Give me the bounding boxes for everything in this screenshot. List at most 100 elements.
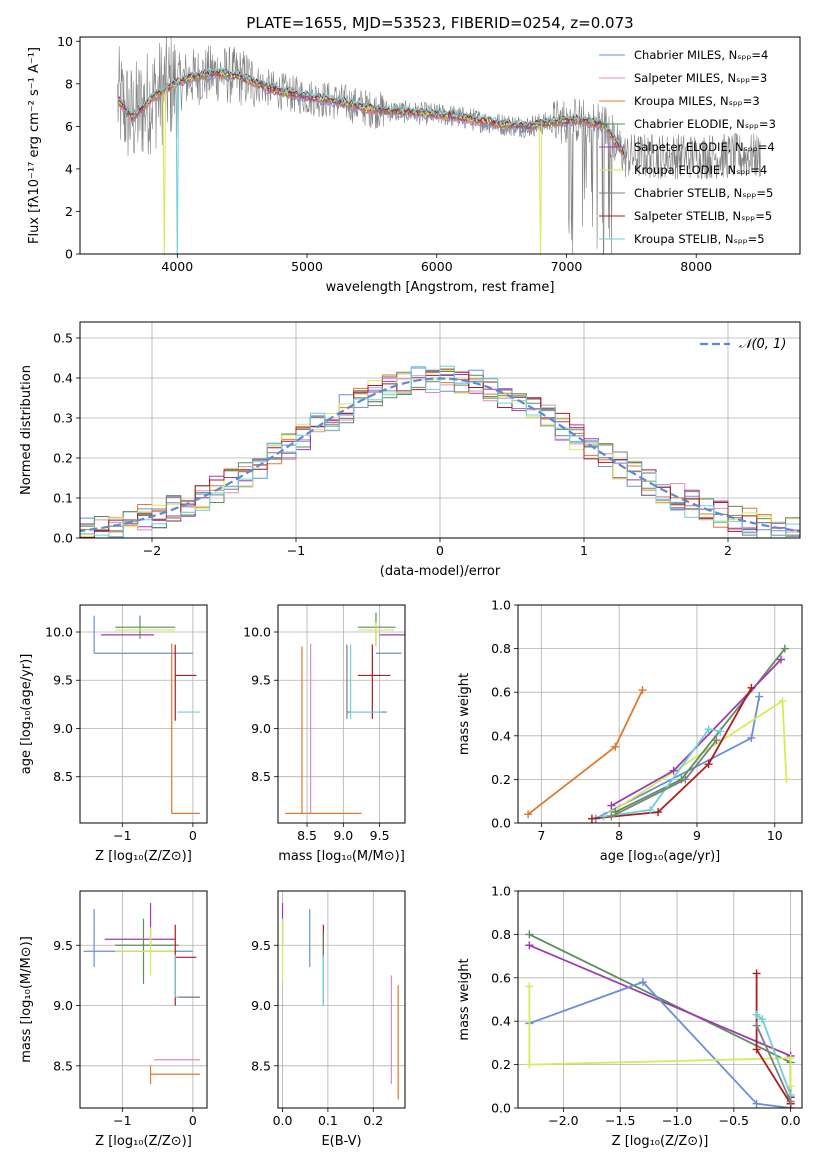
marker-gray — [752, 1021, 761, 1030]
x-tick-label: 7000 — [551, 259, 583, 274]
marker-orange — [638, 686, 647, 695]
y-tick-label: 9.5 — [53, 673, 73, 688]
y-tick-label: 0.2 — [491, 1057, 511, 1072]
x-tick-label: 5000 — [291, 259, 323, 274]
series-line-purple — [610, 658, 782, 807]
x-tick-label: −2.0 — [548, 1113, 578, 1128]
marker-gray — [712, 736, 721, 745]
errorbar-point-gray — [346, 644, 387, 719]
axes-frame — [277, 890, 406, 1109]
x-tick-label: 8 — [615, 828, 623, 843]
y-tick-label: 8.5 — [251, 1058, 271, 1073]
y-axis-label: mass [log₁₀(M/M⊙)] — [19, 936, 34, 1063]
x-tick-label: 0 — [436, 543, 444, 558]
errorbar-point-blue — [93, 615, 193, 654]
y-tick-label: 0.4 — [491, 728, 511, 743]
marker-orange — [524, 810, 533, 819]
marker-blue — [638, 978, 647, 987]
marker-yellow — [782, 775, 791, 784]
y-tick-label: 0.2 — [53, 451, 73, 466]
series-line-cyan — [603, 728, 721, 818]
y-tick-label: 9.5 — [251, 673, 271, 688]
series-line-green — [529, 933, 792, 1098]
x-tick-label: −1 — [113, 1113, 131, 1128]
axes-frame — [79, 36, 801, 255]
legend-label: Chabrier STELIB, Nₛₚₚ=5 — [634, 186, 773, 200]
marker-red — [587, 814, 596, 823]
marker-cyan — [646, 805, 655, 814]
marker-purple — [776, 655, 785, 664]
marker-red — [704, 760, 713, 769]
errorbar-point-green — [115, 615, 176, 639]
series-line-red — [591, 687, 753, 820]
axes-residuals: −2 −1 0 1 2 0.0 0.1 0.2 0.3 0.4 0.5 (data-model)/er… — [19, 321, 801, 579]
y-tick-label: 0.8 — [491, 641, 511, 656]
marker-yellow — [525, 982, 534, 991]
y-tick-label: 6 — [65, 119, 73, 134]
y-tick-label: 9.0 — [251, 998, 271, 1013]
x-tick-label: 6000 — [421, 259, 453, 274]
errorbar-point-red — [357, 644, 391, 719]
marker-cyan — [704, 725, 713, 734]
axes-frame — [79, 321, 801, 539]
x-tick-label: 7 — [537, 828, 545, 843]
y-tick-label: 10 — [57, 34, 73, 49]
x-tick-label: 8000 — [680, 259, 712, 274]
series-line-green — [614, 648, 786, 813]
x-axis-label: E(B-V) — [321, 1134, 361, 1149]
errorbar-point-blue — [83, 909, 193, 967]
x-axis-label: Z [log₁₀(Z/Z⊙)] — [95, 1134, 192, 1149]
y-tick-label: 8.5 — [53, 1058, 73, 1073]
x-tick-label: −2 — [143, 543, 161, 558]
x-tick-label: 0 — [189, 1113, 197, 1128]
errorbar-point-cyan — [349, 644, 382, 719]
marker-blue — [755, 692, 764, 701]
legend-label: Chabrier MILES, Nₛₚₚ=4 — [634, 48, 768, 62]
marker-green — [525, 930, 534, 939]
y-tick-label: 0.6 — [491, 685, 511, 700]
axes-mass_weight_vs_Z: −2.0 −1.5 −1.0 −0.5 0.0 0.0 0.2 0.4 0.6 0.8 1.0 Z [… — [457, 884, 803, 1149]
axes-frame — [517, 604, 803, 824]
x-tick-label: −1 — [113, 828, 131, 843]
y-tick-label: 9.5 — [251, 938, 271, 953]
y-tick-label: 1.0 — [491, 598, 511, 613]
axes-mass_vs_EBV: 0.0 0.1 0.2 8.5 9.0 9.5 E(B-V) — [251, 890, 406, 1149]
axes-frame — [79, 604, 208, 824]
y-tick-label: 9.0 — [251, 721, 271, 736]
y-tick-label: 0.1 — [53, 491, 73, 506]
y-axis-label: mass weight — [457, 958, 472, 1040]
histogram-red — [80, 368, 800, 538]
x-axis-label: Z [log₁₀(Z/Z⊙)] — [95, 849, 192, 864]
marker-yellow — [525, 1060, 534, 1069]
x-tick-label: 0.1 — [318, 1113, 338, 1128]
x-tick-label: 0 — [189, 828, 197, 843]
x-axis-label: wavelength [Angstrom, rest frame] — [326, 280, 555, 295]
y-tick-label: 10.0 — [243, 625, 271, 640]
x-tick-label: −1 — [287, 543, 305, 558]
y-axis-label: mass weight — [457, 673, 472, 755]
x-tick-label: −1.0 — [662, 1113, 692, 1128]
plot-area-age_vs_mass — [278, 605, 405, 823]
x-tick-label: 4000 — [161, 259, 193, 274]
y-tick-label: 8.5 — [251, 769, 271, 784]
legend-label: Salpeter STELIB, Nₛₚₚ=5 — [634, 209, 772, 223]
y-tick-label: 1.0 — [491, 884, 511, 899]
axes-spectrum: 4000 5000 6000 7000 8000 0 2 4 6 8 10 wavelength [A… — [27, 34, 801, 295]
plot-area-residuals — [80, 322, 800, 538]
errorbar-point-cyan — [174, 954, 200, 998]
y-tick-label: 0.6 — [491, 970, 511, 985]
plot-area-spectrum — [117, 37, 762, 254]
plot-area-mass_vs_EBV — [278, 891, 405, 1108]
marker-cyan — [752, 1010, 761, 1019]
marker-red — [752, 1045, 761, 1054]
errorbar-point-orange — [285, 646, 362, 814]
marker-green — [780, 644, 789, 653]
plot-area-age_vs_Z — [80, 605, 207, 823]
x-tick-label: 10 — [767, 828, 783, 843]
plot-area-mass_weight_vs_age — [518, 605, 802, 823]
series-line-gray — [755, 1025, 792, 1102]
y-tick-label: 0.0 — [491, 816, 511, 831]
marker-yellow — [778, 696, 787, 705]
x-tick-label: 2 — [724, 543, 732, 558]
